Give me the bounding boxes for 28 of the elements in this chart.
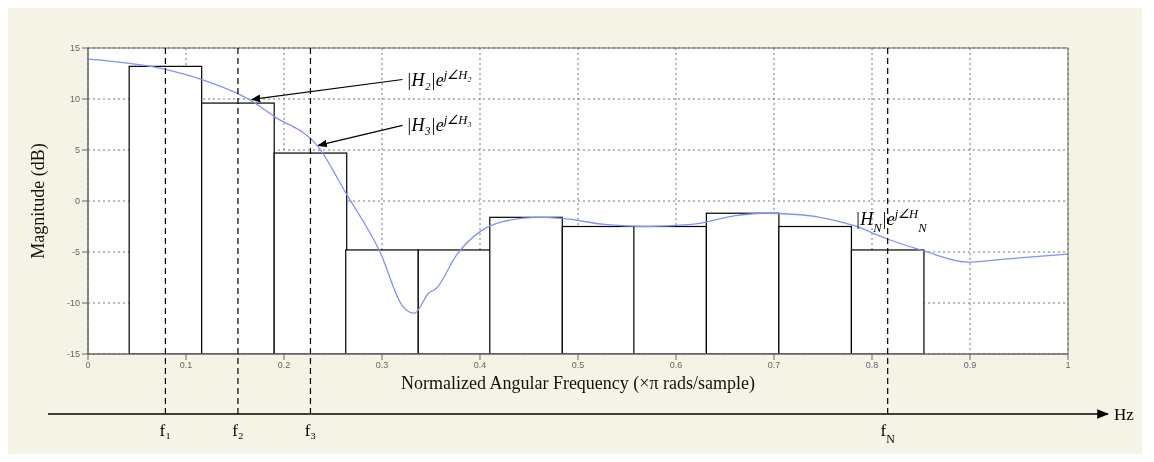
y-axis-title: Magnitude (dB) — [28, 143, 50, 259]
x-tick-label: 0.7 — [767, 360, 781, 371]
x-tick-label: 0.8 — [865, 360, 879, 371]
y-tick-label: 10 — [69, 94, 80, 105]
x-tick-label: 0.1 — [179, 360, 193, 371]
x-tick-label: 0.4 — [473, 360, 487, 371]
ref-line-label: f₂ — [232, 421, 244, 440]
x-tick-label: 0 — [85, 360, 91, 371]
annotation: |H₂|e$^{j∠H₂}$ — [406, 67, 473, 90]
x-tick-label: 0.5 — [571, 360, 585, 371]
y-tick-label: 0 — [74, 196, 80, 207]
ref-line-label: f$_{N}$ — [880, 421, 896, 446]
x-tick-label: 0.2 — [277, 360, 291, 371]
ref-line-label: f₁ — [159, 421, 172, 440]
x-tick-label: 1 — [1065, 360, 1071, 371]
x-tick-label: 0.9 — [963, 360, 977, 371]
y-tick-label: -15 — [66, 349, 80, 360]
x-tick-label: 0.6 — [669, 360, 683, 371]
text: Hz — [1114, 405, 1135, 424]
y-tick-label: -10 — [66, 298, 80, 309]
ref-line-label: f₃ — [304, 421, 317, 440]
annotation: |H₃|e$^{j∠H₃}$ — [406, 113, 472, 136]
x-tick-label: 0.3 — [375, 360, 389, 371]
y-tick-label: 15 — [69, 43, 80, 54]
y-tick-label: -5 — [71, 247, 80, 258]
y-tick-label: 5 — [74, 145, 80, 156]
line-series — [88, 58, 1068, 314]
x-axis-title: Normalized Angular Frequency (×π rads/sample) — [400, 372, 756, 394]
